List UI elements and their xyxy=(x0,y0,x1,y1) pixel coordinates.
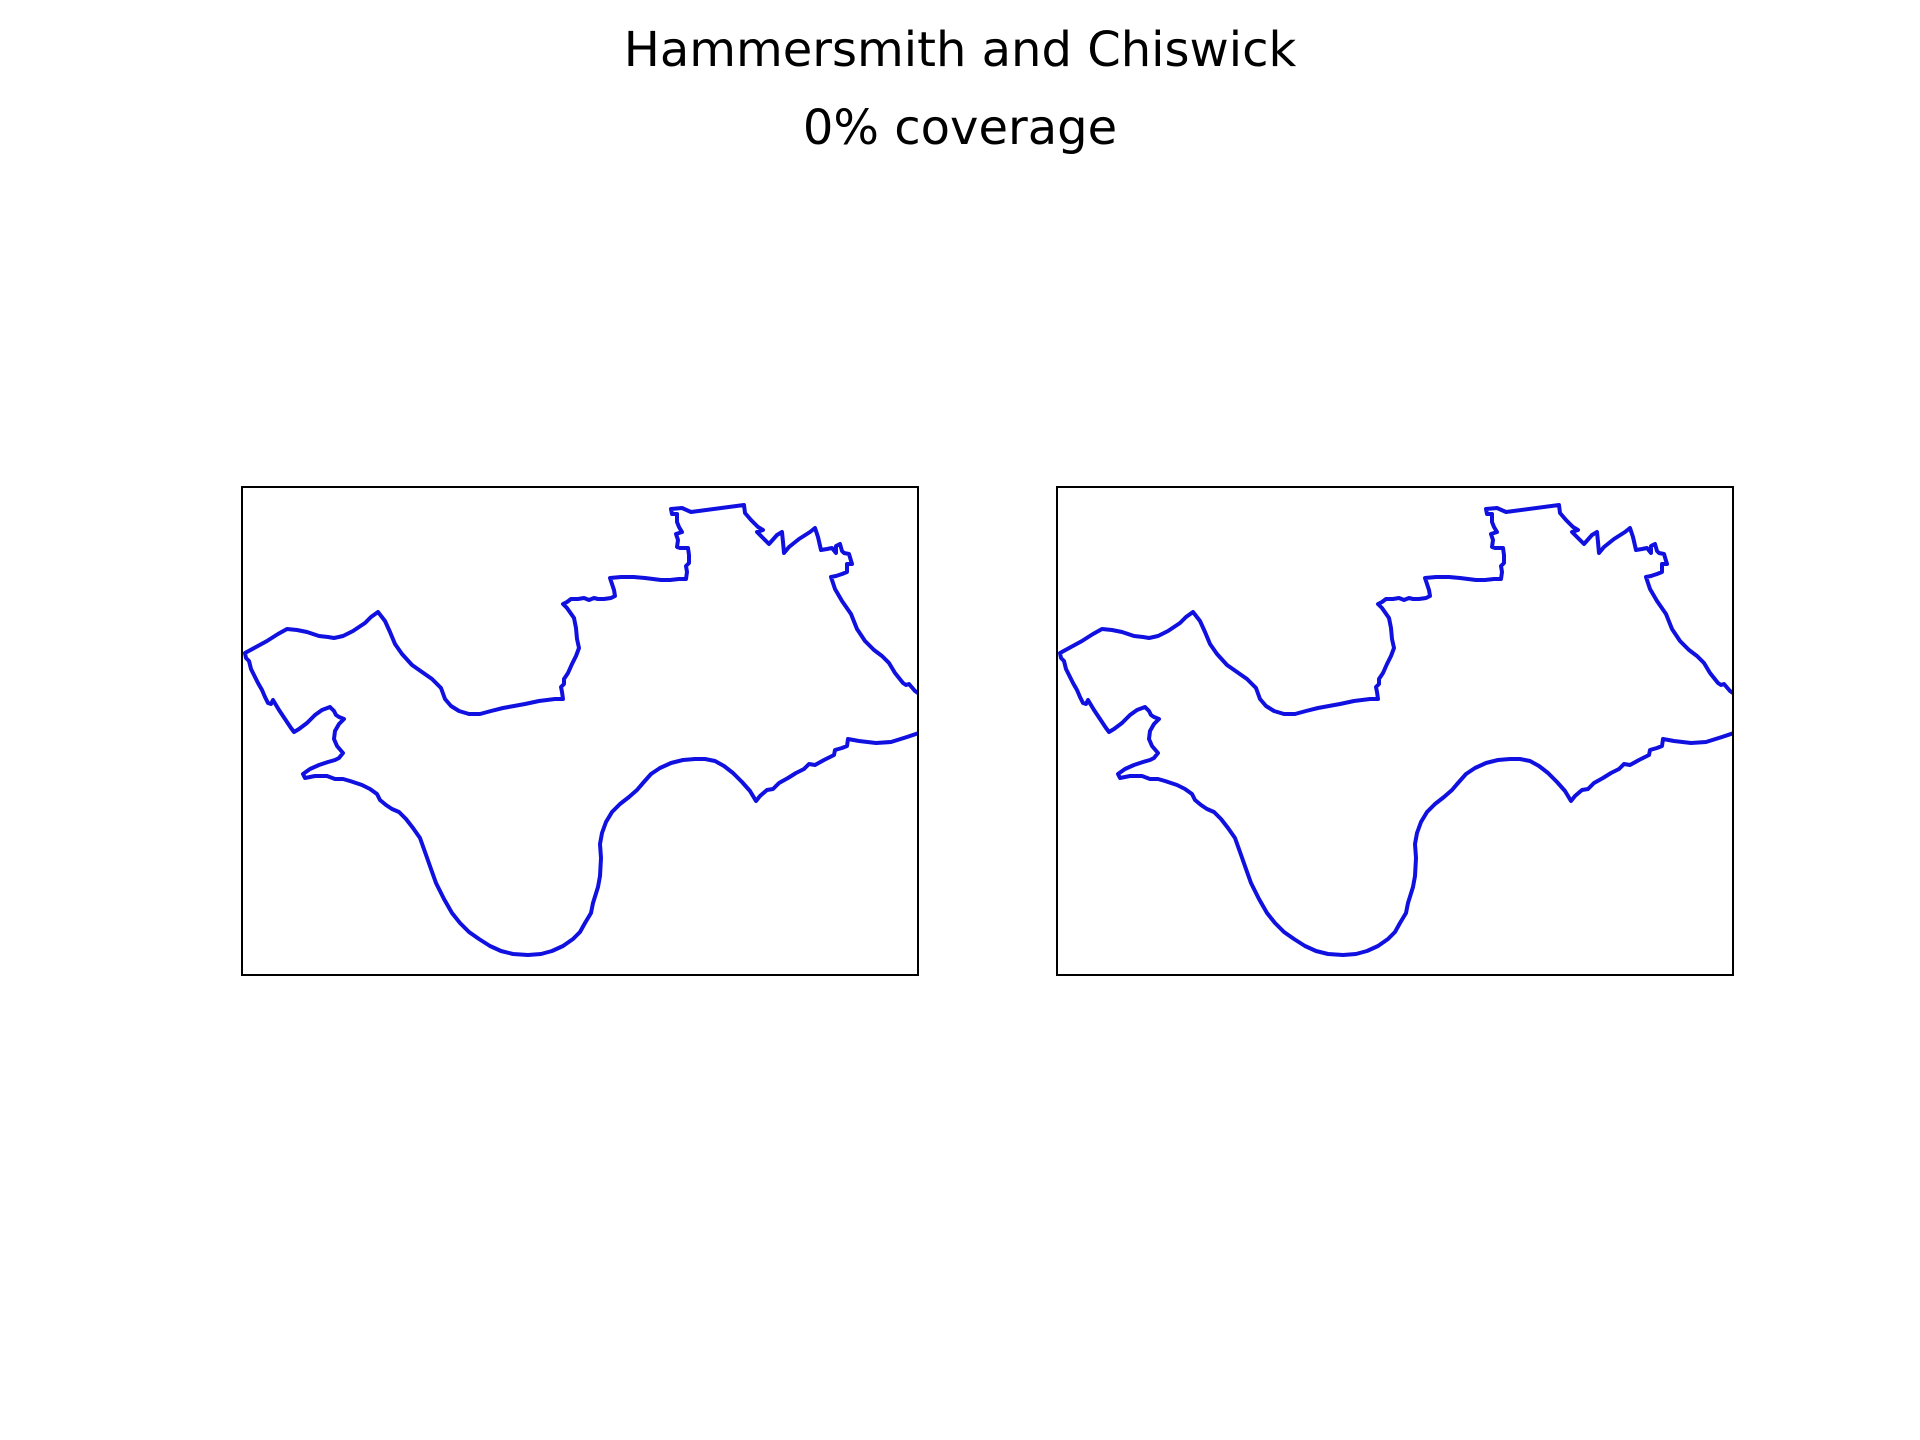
figure-title: Hammersmith and Chiswick xyxy=(623,22,1297,78)
constituency-boundary-right xyxy=(1058,503,1732,957)
map-canvas-left xyxy=(243,503,917,957)
figure-subtitle: 0% coverage xyxy=(802,100,1118,156)
map-canvas-right xyxy=(1058,503,1732,957)
constituency-boundary-left xyxy=(243,503,917,957)
map-panel-left xyxy=(241,486,919,976)
map-panel-right xyxy=(1056,486,1734,976)
